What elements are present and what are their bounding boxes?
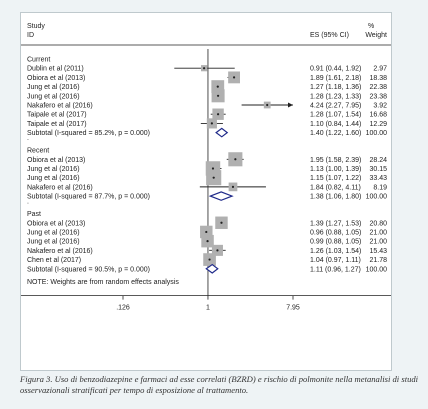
- study-label: Nakafero et al (2016): [27, 248, 93, 255]
- note-text: NOTE: Weights are from random effects an…: [27, 279, 179, 286]
- point-estimate: [202, 67, 206, 70]
- subtotal-weight-value: 100.00: [366, 266, 388, 273]
- study-label: Nakafero et al (2016): [27, 184, 93, 191]
- es-value: 1.27 (1.18, 1.36): [310, 84, 361, 91]
- point-estimate: [208, 258, 211, 261]
- study-label: Obiora et al (2013): [27, 220, 85, 227]
- subtotal-label: Subtotal (I-squared = 85.2%, p = 0.000): [27, 130, 150, 137]
- weight-value: 22.38: [369, 84, 387, 91]
- figure-caption: Figura 3. Uso di benzodiazepine e farmac…: [20, 374, 419, 395]
- point-estimate: [216, 85, 219, 88]
- point-estimate: [210, 122, 213, 125]
- subtotal-diamond: [208, 191, 234, 201]
- subtotal-weight-value: 100.00: [366, 194, 388, 201]
- subtotal-label: Subtotal (I-squared = 87.7%, p = 0.000): [27, 194, 150, 201]
- point-estimate: [266, 103, 269, 107]
- es-value: 1.26 (1.03, 1.54): [310, 248, 361, 255]
- weight-value: 30.15: [369, 166, 387, 173]
- weight-value: 21.00: [369, 229, 387, 236]
- header-id: ID: [27, 32, 34, 39]
- weight-value: 21.00: [369, 239, 387, 246]
- es-value: 1.15 (1.07, 1.22): [310, 175, 361, 182]
- weight-value: 2.97: [373, 66, 387, 73]
- es-value: 1.95 (1.58, 2.39): [310, 157, 361, 164]
- study-label: Obiora et al (2013): [27, 157, 85, 164]
- weight-value: 15.43: [369, 248, 387, 255]
- study-label: Jung et al (2016): [27, 166, 80, 173]
- header-study: Study: [27, 23, 45, 30]
- group-spacer: .: [27, 135, 29, 142]
- group-spacer: .: [27, 198, 29, 205]
- es-value: 1.84 (0.82, 4.11): [310, 184, 361, 191]
- weight-value: 3.92: [373, 103, 387, 110]
- es-value: 1.39 (1.27, 1.53): [310, 220, 361, 227]
- x-tick-label: 7.95: [286, 305, 300, 312]
- study-label: Chen et al (2017): [27, 257, 81, 264]
- study-label: Dublin et al (2011): [27, 66, 84, 73]
- study-label: Jung et al (2016): [27, 175, 80, 182]
- subtotal-diamond: [205, 263, 219, 274]
- header-es: ES (95% CI): [310, 32, 349, 39]
- subtotal-es-value: 1.11 (0.96, 1.27): [310, 266, 361, 273]
- group-label: Past: [27, 211, 41, 218]
- point-estimate: [212, 176, 215, 179]
- es-value: 0.99 (0.88, 1.05): [310, 239, 361, 246]
- es-value: 1.89 (1.61, 2.18): [310, 75, 361, 82]
- point-estimate: [216, 249, 219, 252]
- study-label: Jung et al (2016): [27, 84, 80, 91]
- weight-value: 21.78: [369, 257, 387, 264]
- es-value: 1.13 (1.00, 1.39): [310, 166, 361, 173]
- subtotal-label: Subtotal (I-squared = 90.5%, p = 0.000): [27, 266, 150, 273]
- point-estimate: [231, 185, 235, 188]
- group-label: Current: [27, 57, 50, 64]
- subtotal-es-value: 1.38 (1.06, 1.80): [310, 194, 361, 201]
- weight-value: 28.24: [369, 157, 387, 164]
- subtotal-diamond: [215, 127, 229, 138]
- es-value: 0.96 (0.88, 1.05): [310, 229, 361, 236]
- header-pct: %: [368, 23, 374, 30]
- study-label: Jung et al (2016): [27, 93, 80, 100]
- subtotal-weight-value: 100.00: [366, 130, 388, 137]
- point-estimate: [205, 230, 208, 234]
- weight-value: 8.19: [373, 184, 387, 191]
- subtotal-es-value: 1.40 (1.22, 1.60): [310, 130, 361, 137]
- weight-value: 18.38: [369, 75, 387, 82]
- weight-value: 23.38: [369, 93, 387, 100]
- weight-value: 20.80: [369, 220, 387, 227]
- header-weight: Weight: [365, 32, 387, 39]
- study-label: Nakafero et al (2016): [27, 103, 93, 110]
- es-value: 1.28 (1.07, 1.54): [310, 112, 361, 119]
- es-value: 0.91 (0.44, 1.92): [310, 66, 361, 73]
- study-label: Taipale et al (2017): [27, 112, 87, 119]
- x-tick-label: .126: [116, 305, 130, 312]
- weight-value: 33.43: [369, 175, 387, 182]
- study-label: Taipale et al (2017): [27, 121, 87, 128]
- es-value: 1.10 (0.84, 1.44): [310, 121, 361, 128]
- es-value: 4.24 (2.27, 7.95): [310, 103, 361, 110]
- x-tick-label: 1: [206, 305, 210, 312]
- weight-value: 12.29: [369, 121, 387, 128]
- es-value: 1.04 (0.97, 1.11): [310, 257, 361, 264]
- point-estimate: [220, 221, 223, 224]
- weight-value: 16.68: [369, 112, 387, 119]
- forest-plot-frame: Study ID ES (95% CI)% Weight Current Dublin e…: [20, 12, 392, 371]
- study-label: Jung et al (2016): [27, 229, 80, 236]
- point-estimate: [206, 240, 209, 243]
- point-estimate: [216, 113, 220, 116]
- group-label: Recent: [27, 148, 49, 155]
- es-value: 1.28 (1.23, 1.33): [310, 93, 361, 100]
- study-label: Jung et al (2016): [27, 239, 80, 246]
- forest-plot: Study ID ES (95% CI)% Weight Current Dublin e…: [21, 23, 391, 312]
- point-estimate: [232, 76, 236, 79]
- study-label: Obiora et al (2013): [27, 75, 85, 82]
- ci-arrow: [288, 102, 293, 108]
- point-estimate: [234, 158, 237, 161]
- point-estimate: [216, 94, 220, 97]
- point-estimate: [211, 167, 215, 170]
